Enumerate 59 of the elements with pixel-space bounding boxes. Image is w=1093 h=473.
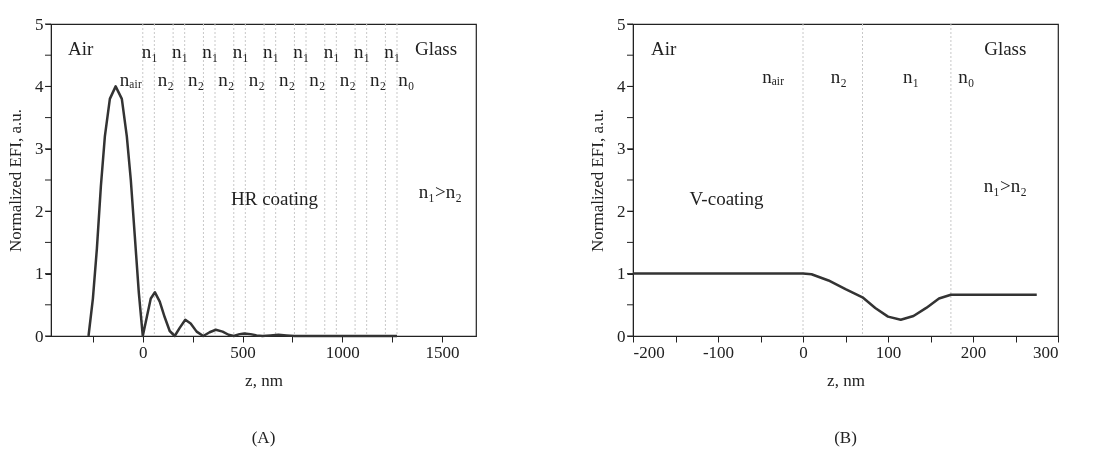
x-axis-title: z, nm: [245, 370, 283, 390]
y-tick-label: 1: [617, 264, 626, 284]
y-tick-label: 2: [617, 201, 626, 221]
annotation: n₂: [339, 69, 356, 91]
annotation: n₂: [309, 69, 326, 91]
annotation: n₂: [188, 69, 205, 91]
annotation: Glass: [984, 37, 1027, 59]
annotation: n₁: [202, 41, 219, 63]
x-tick-label: 300: [1033, 342, 1059, 362]
text: (A): [251, 428, 276, 447]
annotation: n₂: [218, 69, 235, 91]
annotation: HR coating: [231, 187, 319, 209]
x-tick-label: 100: [875, 342, 902, 362]
annotation: nₐᵢᵣ: [119, 69, 142, 91]
y-tick-label: 0: [35, 326, 44, 346]
y-tick-label: 5: [617, 14, 626, 34]
annotation: n₁: [384, 41, 401, 63]
y-tick-label: 4: [35, 76, 44, 96]
annotation: n₁: [263, 41, 280, 63]
annotation: Glass: [414, 37, 458, 59]
annotation: V-coating: [689, 187, 765, 209]
y-axis-title: Normalized EFI, a.u.: [6, 108, 25, 253]
text: (B): [834, 428, 857, 447]
annotation: n₁: [293, 41, 310, 63]
annotation: n₂: [830, 66, 847, 88]
x-tick-label: 200: [960, 342, 987, 362]
x-axis-title: z, nm: [827, 370, 865, 390]
annotation: n₁: [902, 66, 920, 88]
x-tick-label: -100: [702, 342, 735, 362]
x-tick-label: 1500: [425, 342, 460, 362]
y-tick-label: 5: [35, 14, 44, 34]
annotation: n₁: [354, 41, 371, 63]
annotation: Air: [68, 37, 95, 59]
annotation: Air: [650, 37, 677, 59]
y-tick-label: 2: [35, 201, 44, 221]
annotation: nₐᵢᵣ: [762, 66, 785, 88]
annotation: n₁: [323, 41, 340, 63]
x-tick-label: 0: [139, 342, 148, 362]
y-tick-label: 1: [35, 264, 44, 284]
x-tick-label: 500: [230, 342, 256, 362]
annotation: n₁: [232, 41, 249, 63]
annotation: n₁>n₂: [418, 181, 462, 203]
annotation: n₀: [398, 69, 415, 91]
annotation: n₂: [157, 69, 174, 91]
annotation: n₀: [958, 66, 975, 88]
annotation: n₁>n₂: [983, 175, 1027, 197]
y-tick-label: 4: [617, 76, 626, 96]
annotation: n₁: [172, 41, 189, 63]
annotation: n₂: [369, 69, 387, 91]
y-axis-title: Normalized EFI, a.u.: [588, 108, 607, 253]
x-tick-label: -200: [633, 342, 665, 362]
annotation: n₁: [141, 41, 158, 63]
y-tick-label: 3: [617, 139, 626, 159]
y-tick-label: 0: [617, 326, 626, 346]
x-tick-label: 1000: [325, 342, 360, 362]
annotation: n₂: [279, 69, 296, 91]
annotation: n₂: [248, 69, 265, 91]
y-tick-label: 3: [35, 139, 44, 159]
x-tick-label: 0: [799, 342, 808, 362]
